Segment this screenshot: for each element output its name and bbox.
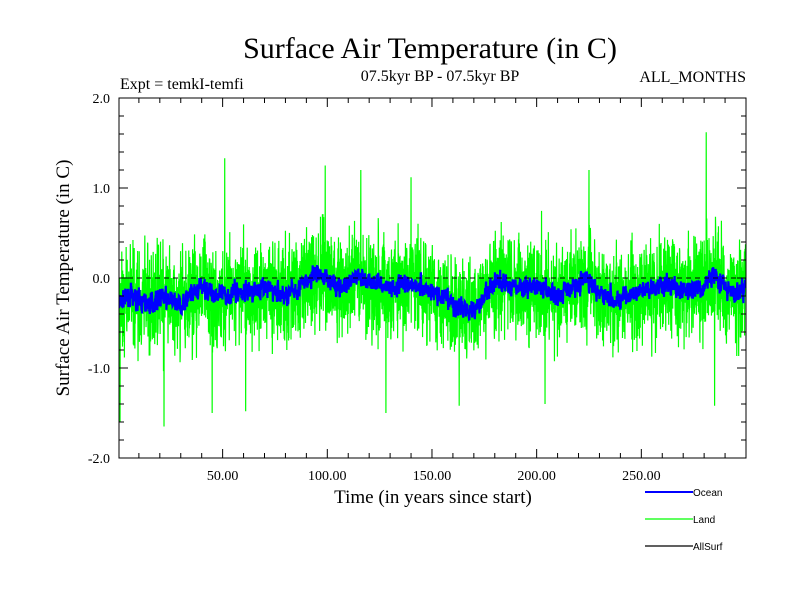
x-tick-label: 150.00 — [413, 469, 452, 484]
y-tick-label: 1.0 — [93, 182, 111, 197]
y-tick-label: 0.0 — [93, 272, 111, 287]
y-tick-label: -2.0 — [88, 452, 110, 467]
x-axis: 50.00 100.00 150.00 200.00 250.00 — [138, 98, 726, 484]
x-tick-label: 100.00 — [308, 469, 347, 484]
y-tick-label: -1.0 — [88, 362, 110, 377]
x-tick-label: 250.00 — [622, 469, 661, 484]
series-ocean — [119, 264, 746, 322]
y-axis-label: Surface Air Temperature (in C) — [53, 160, 74, 397]
legend-label-land: Land — [693, 515, 715, 526]
legend-label-ocean: Ocean — [693, 488, 722, 499]
legend: Ocean Land AllSurf — [645, 488, 723, 553]
x-tick-label: 200.00 — [517, 469, 556, 484]
ocean-line — [119, 264, 746, 322]
x-axis-label: Time (in years since start) — [334, 487, 532, 508]
experiment-label: Expt = temkI-temfi — [120, 76, 244, 93]
x-tick-label: 50.00 — [207, 469, 239, 484]
y-tick-label: 2.0 — [93, 92, 111, 107]
legend-label-allsurf: AllSurf — [693, 542, 723, 553]
months-label: ALL_MONTHS — [639, 69, 746, 86]
y-axis: -2.0 -1.0 0.0 1.0 2.0 — [88, 92, 746, 467]
chart-subtitle: 07.5kyr BP - 07.5kyr BP — [361, 68, 520, 85]
chart-title: Surface Air Temperature (in C) — [243, 32, 617, 65]
